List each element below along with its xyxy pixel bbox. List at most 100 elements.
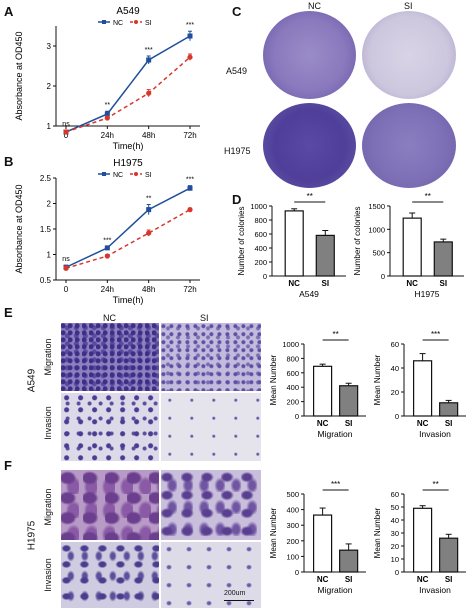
significance-label: *** [331,480,340,489]
significance-label: *** [103,237,111,244]
x-tick-label: SI [445,419,453,428]
legend-marker-si [134,20,138,24]
colony-row-label-h1975: H1975 [224,146,251,156]
series-line-nc [65,35,191,133]
transwell-image-a549-migration-si [161,323,261,391]
transwell-image-a549-migration-nc [61,323,159,391]
transwell-image-a549-invasion-nc [61,393,159,461]
data-point-si [63,265,69,271]
transwell-e-row-label-migration: Migration [43,338,53,376]
x-tick-label: 24h [101,131,114,140]
y-tick-label: 1.5 [40,225,52,234]
y-tick-label: 30 [391,529,399,538]
y-tick-label: 2 [47,82,52,91]
significance-label: ** [146,196,152,203]
y-tick-label: 1500 [368,202,385,211]
colony-col-label-nc: NC [308,1,321,11]
x-tick-label: NC [317,419,329,428]
y-tick-label: 500 [286,490,299,499]
data-point-si [187,54,193,60]
data-point-si [63,129,69,135]
chart-title: Migration [318,585,353,595]
data-point-nc [104,111,110,117]
y-tick-label: 3 [47,42,52,51]
y-tick-label: 600 [286,369,299,378]
y-tick-label: 800 [286,354,299,363]
y-tick-label: 400 [286,506,299,515]
bar-nc [284,210,304,277]
legend-label-si: SI [145,20,152,27]
y-tick-label: 1000 [282,340,299,349]
series-line-si [65,208,191,269]
y-tick-label: 200 [254,258,267,267]
panel-letter-f: F [4,458,12,473]
y-tick-label: 2 [47,200,52,209]
transwell-col-label-nc: NC [103,313,116,323]
y-tick-label: 400 [254,244,267,253]
data-point-nc [187,33,193,39]
significance-label: *** [145,47,153,54]
x-tick-label: SI [439,279,447,288]
data-point-nc [146,57,152,63]
colony-bar-chart-h1975: 0 500 1000 1500 NC SI ** Number of colonies H197… [353,192,464,299]
x-tick-label: SI [345,419,353,428]
data-point-nc [104,245,110,251]
x-tick-label: NC [288,279,300,288]
y-tick-label: 400 [286,383,299,392]
colony-dish-a549-si [362,11,456,99]
data-point-nc [146,207,152,213]
y-tick-label: 600 [254,230,267,239]
y-tick-label: 1000 [250,202,267,211]
legend-label-nc: NC [113,20,123,27]
y-tick-label: 200 [286,398,299,407]
chart-title: H1975 [113,158,143,169]
bar-si [339,549,359,573]
chart-title: Migration [318,429,353,439]
transwell-e-cell-line-label: A549 [26,368,38,393]
significance-label: *** [186,177,194,184]
significance-label: *** [186,22,194,29]
x-tick-label: SI [445,575,453,584]
y-tick-label: 0 [381,272,385,281]
invasion-bar-chart-h1975: 0 10 20 30 40 50 60 NC SI ** Mean Number Invasion [373,480,466,595]
data-point-si [146,90,152,96]
y-tick-label: 0 [395,412,399,421]
bar-si [315,234,335,277]
colony-dish-a549-nc [263,11,356,99]
y-tick-label: 50 [391,503,399,512]
chart-title: Invasion [419,585,451,595]
significance-label: ** [425,192,431,201]
bar-si [339,385,359,417]
y-axis-label: Mean Number [373,507,382,558]
bar-nc [412,360,433,417]
x-tick-label: 48h [142,131,155,140]
y-tick-label: 0.5 [40,276,52,285]
y-axis-label: Absorbance at OD450 [14,31,24,120]
x-tick-label: NC [317,575,329,584]
legend-label-nc: NC [113,172,123,179]
bar-nc [402,217,422,277]
x-tick-label: NC [406,279,418,288]
invasion-bar-chart-a549: 0 20 40 60 NC SI *** Mean Number Invasion [373,330,466,439]
y-tick-label: 2.5 [40,174,52,183]
x-tick-label: NC [417,575,429,584]
y-tick-label: 20 [391,542,399,551]
migration-bar-chart-a549: 0 200 400 600 800 1000 NC SI ** Mean Number Migrat… [269,330,366,439]
data-point-si [146,230,152,236]
x-tick-label: 24h [101,285,114,294]
data-point-si [104,253,110,259]
significance-label: *** [431,330,440,339]
transwell-image-h1975-invasion-si [161,542,261,608]
transwell-e-row-label-invasion: Invasion [43,406,53,440]
y-tick-label: 0 [395,568,399,577]
x-axis-label: Time(h) [113,295,144,305]
x-tick-label: 72h [183,285,196,294]
colony-row-label-a549: A549 [226,66,248,76]
data-point-nc [187,185,193,191]
y-tick-label: 1000 [368,225,385,234]
x-tick-label: 48h [142,285,155,294]
scale-bar-label: 200um [224,590,246,597]
x-tick-label: SI [345,575,353,584]
x-tick-label: 72h [183,131,196,140]
y-tick-label: 40 [391,364,399,373]
